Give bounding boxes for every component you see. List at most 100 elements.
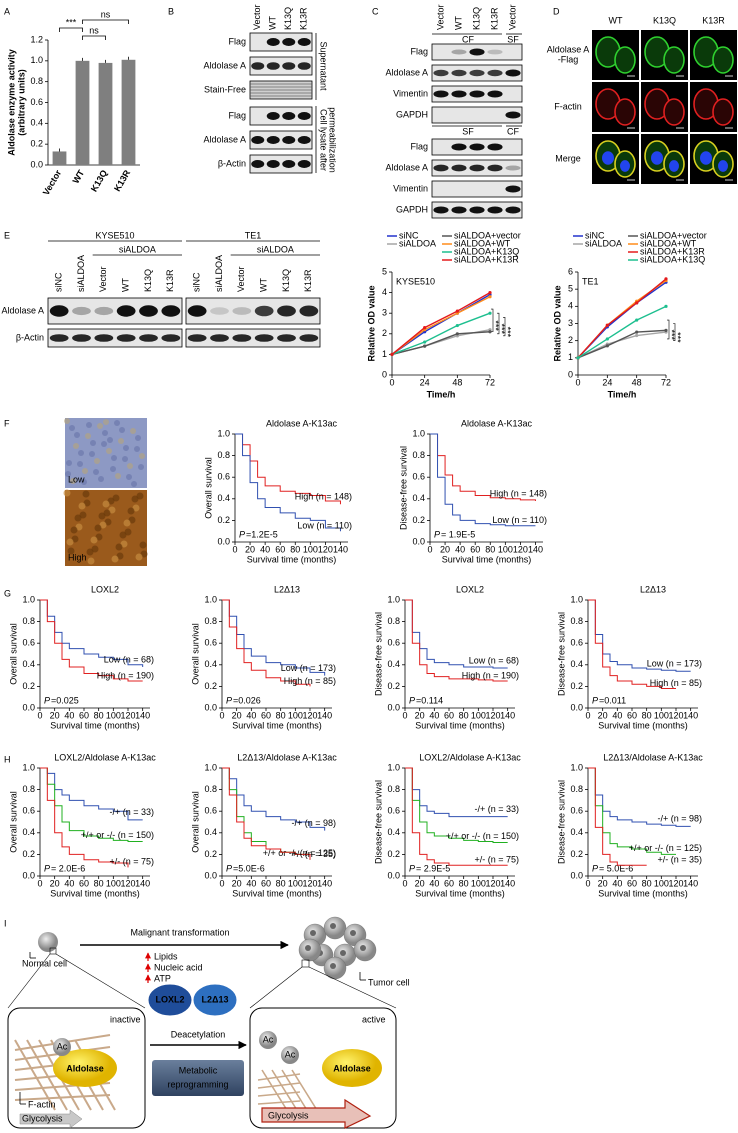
row-label: Flag	[410, 46, 428, 56]
x-tick-label: 140	[135, 710, 150, 720]
row-label: β-Actin	[218, 158, 246, 168]
x-tick-label: 72	[661, 377, 671, 387]
cell	[663, 98, 685, 126]
blot-band	[49, 334, 69, 342]
x-tick-label: 120	[120, 710, 135, 720]
curve-label: -/+ (n = 98)	[291, 818, 336, 828]
x-tick-label: 100	[106, 878, 121, 888]
data-point	[635, 330, 639, 334]
legend-label: siALDOA+K13Q	[640, 254, 705, 264]
bar	[75, 60, 90, 166]
x-tick-label: 120	[318, 544, 333, 554]
y-tick-label: 0.2	[387, 849, 400, 859]
panel-letter: E	[4, 230, 10, 240]
curve-label: Low (n = 173)	[281, 663, 336, 673]
blot-band	[451, 49, 467, 55]
lane-label: K13R	[299, 7, 309, 30]
ihc-texture	[98, 476, 104, 482]
lane-label: K13Q	[283, 7, 293, 30]
zoom-line	[55, 953, 146, 1009]
curve-label: +/+ or -/- (n = 125)	[629, 843, 702, 853]
actin-fiber	[14, 1094, 111, 1101]
actin-fiber	[257, 1100, 301, 1105]
blot-band	[469, 164, 485, 172]
curve-label: Low (n = 110)	[492, 515, 547, 525]
y-tick-label: 2	[382, 328, 387, 338]
significance-label: ns	[89, 25, 99, 35]
x-tick-label: 60	[261, 710, 271, 720]
survival-curve	[40, 767, 143, 842]
side-label: Cell lysate after	[319, 109, 329, 171]
ihc-texture	[74, 514, 82, 522]
survival-curve	[235, 433, 341, 505]
blot-band	[251, 160, 265, 168]
ihc-texture	[127, 463, 133, 469]
y-tick-label: 0.0	[570, 702, 583, 712]
lane-label: Vector	[236, 266, 246, 292]
y-tick-label: 1.0	[217, 428, 230, 438]
ihc-texture	[66, 460, 72, 466]
enzyme-label: LOXL2	[155, 994, 184, 1004]
x-tick-label: 100	[303, 544, 318, 554]
data-point	[423, 326, 427, 330]
blot-band	[487, 143, 503, 151]
data-point	[635, 333, 639, 338]
blot-band	[487, 164, 503, 172]
ihc-texture	[127, 507, 135, 515]
zoom-line	[249, 966, 303, 1009]
blot	[249, 106, 313, 126]
ihc-texture	[67, 547, 75, 555]
blot-band	[49, 305, 69, 317]
p-value: =1.2E-5	[246, 529, 278, 539]
survival-curve	[235, 433, 341, 532]
y-tick-label: 0.2	[217, 515, 230, 525]
y-tick-label: 0.4	[570, 827, 583, 837]
p-value: = 1.9E-5	[441, 529, 475, 539]
x-tick-label: 40	[455, 544, 465, 554]
x-tick-label: 20	[440, 544, 450, 554]
glycolysis-label: Glycolysis	[22, 1113, 63, 1123]
group-label: CF	[507, 126, 519, 136]
series-line	[577, 278, 667, 359]
blot	[431, 180, 523, 198]
y-tick-label: 0.0	[412, 536, 425, 546]
zoom-box	[49, 947, 57, 955]
row-label: Aldolase A	[203, 134, 246, 144]
x-tick-label: K13Q	[89, 168, 109, 193]
lane-label: siALDOA	[214, 255, 224, 292]
lane-label: WT	[259, 278, 269, 292]
chart-title: L2Δ13	[640, 584, 666, 594]
blot-band	[251, 62, 265, 70]
blot-band	[266, 38, 280, 46]
blot-band	[505, 69, 521, 77]
data-point	[455, 332, 459, 336]
p-symbol: P	[226, 695, 232, 705]
curve-label: +/- (n = 75)	[474, 855, 519, 865]
ihc-texture	[111, 455, 117, 461]
y-tick-label: 0.2	[387, 681, 400, 691]
side-label: Supernatant	[319, 41, 329, 91]
y-axis-label: Relative OD value	[552, 285, 562, 361]
x-tick-label: 100	[471, 710, 486, 720]
x-tick-label: 40	[64, 878, 74, 888]
lane-label: K13R	[165, 269, 175, 292]
survival-curve	[588, 599, 691, 672]
actin-label: F-actin	[28, 1099, 56, 1109]
cell-label: Normal cell	[22, 958, 67, 968]
blot-band	[282, 160, 296, 168]
y-axis-label: Disease-free survival	[556, 612, 566, 696]
curve-label: Low (n = 110)	[297, 521, 352, 531]
blot-band	[282, 62, 296, 70]
ihc-texture	[138, 464, 144, 470]
ihc-texture	[122, 456, 128, 462]
ihc-texture	[126, 474, 132, 480]
data-point	[664, 277, 668, 281]
y-tick-label: 0.0	[387, 870, 400, 880]
row-label: β-Actin	[16, 332, 44, 342]
x-axis-label: Time/h	[427, 389, 456, 399]
panel-letter: C	[372, 6, 379, 16]
actin-fiber	[257, 1073, 301, 1081]
series-line	[391, 296, 491, 355]
x-tick-label: 80	[459, 710, 469, 720]
x-tick-label: 60	[470, 544, 480, 554]
